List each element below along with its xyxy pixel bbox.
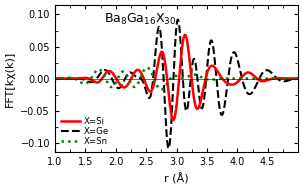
- Y-axis label: FFT[kχ(k)]: FFT[kχ(k)]: [5, 50, 15, 107]
- X=Sn: [157, 87, 161, 89]
- X=Sn: [292, 77, 295, 80]
- X=Ge: [95, 77, 99, 79]
- X=Sn: [145, 66, 149, 69]
- X=Ge: [146, 96, 150, 98]
- X=Ge: [157, 26, 161, 28]
- X=Ge: [81, 78, 85, 80]
- X=Si: [265, 79, 269, 81]
- X=Si: [81, 77, 85, 79]
- X=Ge: [292, 78, 295, 80]
- Line: X=Si: X=Si: [55, 35, 298, 120]
- X=Si: [157, 59, 161, 61]
- X=Ge: [265, 69, 269, 71]
- X=Ge: [176, 19, 180, 21]
- Line: X=Ge: X=Ge: [55, 20, 298, 148]
- X=Si: [146, 88, 150, 91]
- X=Sn: [95, 69, 99, 71]
- X=Ge: [296, 77, 300, 79]
- X=Si: [53, 77, 57, 80]
- X=Si: [292, 77, 295, 80]
- X=Sn: [146, 67, 150, 69]
- X=Sn: [159, 88, 163, 91]
- X=Si: [183, 34, 187, 36]
- X=Sn: [265, 77, 269, 80]
- X=Si: [95, 81, 99, 84]
- X=Si: [171, 119, 175, 121]
- Line: X=Sn: X=Sn: [55, 67, 298, 90]
- Legend: X=Si, X=Ge, X=Sn: X=Si, X=Ge, X=Sn: [59, 115, 111, 148]
- X=Ge: [53, 77, 57, 80]
- X=Ge: [167, 147, 170, 149]
- X=Sn: [81, 82, 85, 84]
- X=Sn: [296, 77, 300, 80]
- X-axis label: r (Å): r (Å): [164, 173, 189, 184]
- Text: Ba$_8$Ga$_{16}$X$_{30}$: Ba$_8$Ga$_{16}$X$_{30}$: [104, 12, 176, 27]
- X=Si: [296, 77, 300, 80]
- X=Sn: [53, 77, 57, 80]
